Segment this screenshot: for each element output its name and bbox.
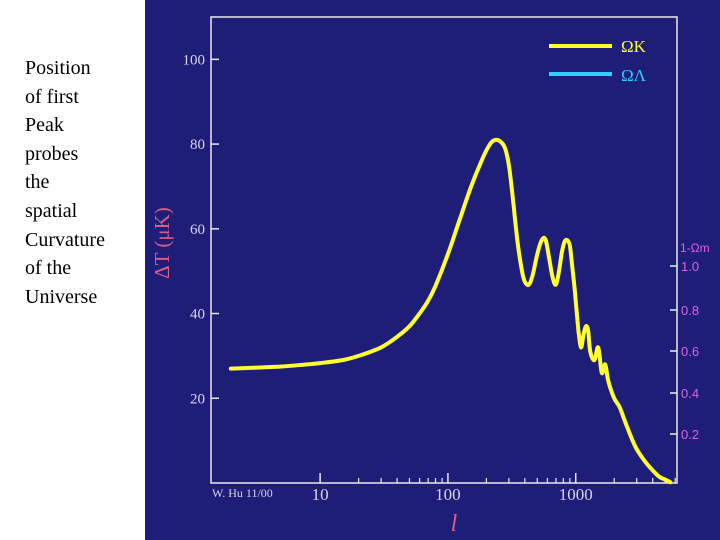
series-line-omega-k [228,137,673,485]
y-axis-label: ΔT (μK) [150,207,174,279]
legend-label-omega-k: ΩK [621,37,647,56]
credit-label: W. Hu 11/00 [212,486,273,500]
y-tick-label: 80 [190,137,205,153]
chart-panel: 20 40 60 80 100 10 100 1000 1.0 0.8 0.6 0.4 0.2 ΔT… [145,0,720,540]
legend: ΩK ΩΛ [549,37,647,85]
cmb-power-spectrum-chart: 20 40 60 80 100 10 100 1000 1.0 0.8 0.6 0.4 0.2 ΔT… [150,16,710,537]
x-tick-label: 100 [435,485,461,504]
x-tick-label: 10 [312,485,329,504]
right-axis-label: 1-Ωm [680,241,710,255]
right-tick-label: 0.8 [681,303,699,318]
slide-caption: Position of first Peak probes the spatia… [25,57,105,308]
plot-frame [210,16,678,484]
x-tick-label: 1000 [559,485,593,504]
right-tick-label: 1.0 [681,259,699,274]
legend-label-omega-lambda: ΩΛ [621,66,647,85]
right-tick-label: 0.4 [681,386,699,401]
right-tick-label: 0.2 [681,427,699,442]
y-tick-label: 20 [190,391,205,407]
y-tick-label: 60 [190,222,205,238]
y-tick-label: 40 [190,307,205,323]
right-tick-label: 0.6 [681,344,699,359]
x-axis-label: l [451,511,458,537]
y-tick-label: 100 [183,52,206,68]
